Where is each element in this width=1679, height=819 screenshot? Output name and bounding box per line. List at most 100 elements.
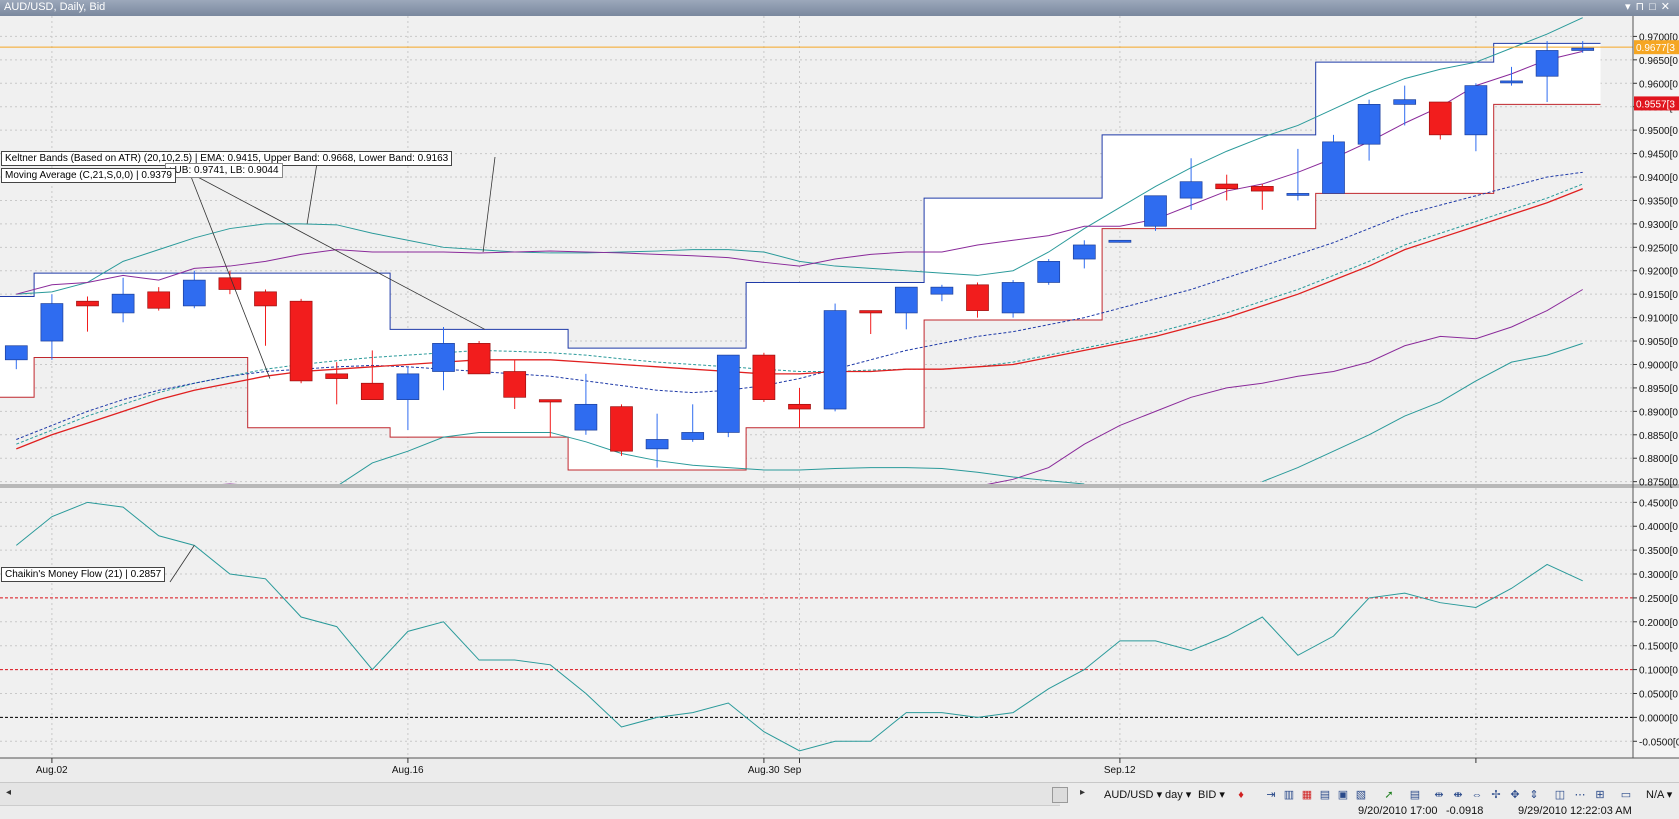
candles[interactable] (4, 41, 1595, 468)
candle[interactable] (788, 387, 811, 428)
candle[interactable] (1001, 280, 1025, 318)
chart-candles-icon[interactable]: ▦ (1301, 789, 1313, 801)
price-tick-label: 0.9250[0 (1639, 243, 1678, 254)
candle[interactable] (752, 352, 776, 402)
crosshair-icon[interactable]: ✢ (1491, 789, 1501, 801)
candle[interactable] (325, 362, 349, 405)
candle[interactable] (1393, 85, 1417, 126)
side-label: BID (1198, 789, 1217, 801)
candle[interactable] (1535, 41, 1559, 103)
candle[interactable] (1357, 99, 1381, 161)
candle[interactable] (40, 294, 64, 360)
horizontal-scrollbar[interactable]: ◂ ▸ (0, 783, 1085, 806)
candle[interactable] (1144, 195, 1167, 231)
candle[interactable] (966, 282, 989, 318)
candle[interactable] (823, 303, 847, 412)
bear-candle-body (1428, 101, 1452, 136)
pane-splitter[interactable] (0, 484, 1679, 488)
candle[interactable] (147, 287, 171, 311)
candle[interactable] (681, 404, 705, 442)
chart-settings-icon[interactable]: ▭ (1620, 789, 1632, 801)
chart-bars-icon[interactable]: ▥ (1283, 789, 1295, 801)
candle-type-icon[interactable]: ♦ (1238, 789, 1244, 801)
keltner-teal-upper-line (16, 17, 1583, 295)
chaikin-money-flow-pane (0, 501, 1633, 752)
candle[interactable] (859, 310, 883, 335)
indicator-icon[interactable]: ▣ (1337, 789, 1349, 801)
candle[interactable] (538, 399, 562, 438)
restore-icon[interactable]: □ (1649, 1, 1661, 13)
candle[interactable] (1286, 148, 1310, 201)
candle[interactable] (1215, 174, 1239, 201)
price-tick-label: 0.8900[0 (1639, 407, 1678, 418)
pin-icon[interactable]: ⊓ (1635, 1, 1650, 13)
grid-toggle-icon[interactable]: ⊞ (1595, 789, 1605, 801)
ma-legend[interactable]: Moving Average (C,21,S,0,0) | 0.9379 (1, 168, 176, 183)
bear-candle-body (218, 277, 242, 290)
candle[interactable] (4, 345, 28, 370)
template-icon[interactable]: ▤ (1409, 789, 1421, 801)
scroll-thumb[interactable] (1052, 787, 1068, 803)
candle[interactable] (1108, 239, 1132, 243)
close-icon[interactable]: ✕ (1660, 1, 1675, 13)
layout-icon[interactable]: ◫ (1554, 789, 1566, 801)
minimize-icon[interactable]: ▾ (1625, 1, 1636, 13)
zoom-out-icon[interactable]: ⇼ (1453, 789, 1463, 801)
bear-candle-body (360, 382, 384, 400)
period-dropdown[interactable]: day ▾ (1165, 789, 1192, 801)
candle[interactable] (1322, 134, 1345, 194)
price-tick-label: 0.9200[0 (1639, 267, 1678, 278)
callout-leader-line (159, 156, 485, 330)
candle[interactable] (467, 341, 491, 375)
candle[interactable] (1250, 184, 1274, 210)
candle[interactable] (610, 404, 633, 456)
candle[interactable] (1464, 83, 1488, 152)
fit-icon[interactable]: ⇔ (1471, 789, 1483, 801)
instrument-dropdown[interactable]: AUD/USD ▾ (1104, 789, 1163, 801)
candle[interactable] (432, 326, 455, 391)
candle[interactable] (76, 296, 99, 332)
candle[interactable] (111, 277, 135, 323)
candle[interactable] (360, 350, 384, 400)
scroll-left-icon[interactable]: ◂ (6, 787, 12, 798)
callout-leader-line (482, 156, 496, 253)
autoscroll-icon[interactable]: ⇥ (1266, 789, 1276, 801)
window-controls[interactable]: ▾⊓□✕ (1625, 0, 1675, 13)
candle[interactable] (218, 270, 242, 295)
candle[interactable] (645, 413, 669, 468)
cmf-legend[interactable]: Chaikin's Money Flow (21) | 0.2857 (1, 567, 166, 582)
candle[interactable] (289, 298, 313, 384)
side-dropdown[interactable]: BID ▾ (1198, 789, 1225, 801)
candle[interactable] (1072, 240, 1096, 269)
candle[interactable] (894, 286, 918, 330)
cursor-icon[interactable]: ➚ (1384, 789, 1394, 801)
chart-line-icon[interactable]: ▤ (1319, 789, 1331, 801)
lower-purple-line (986, 289, 1583, 484)
status-toolbar: ◂ ▸ AUD/USD ▾ day ▾ BID ▾ ♦ ⇥ ▥ ▦ ▤ ▣ ▧ … (0, 782, 1679, 819)
candle[interactable] (930, 284, 954, 302)
na-dropdown[interactable]: N/A ▾ (1646, 789, 1673, 801)
candle[interactable] (503, 359, 527, 410)
candle[interactable] (1571, 41, 1595, 53)
chart-canvas[interactable]: 0.9700[00.9650[00.9600[00.9550[00.9500[0… (0, 16, 1679, 782)
cmf-tick-label: 0.0500[0 (1639, 689, 1678, 700)
bull-candle-body (1179, 181, 1203, 199)
candle[interactable] (1428, 101, 1452, 140)
candle[interactable] (1500, 66, 1523, 86)
move-icon[interactable]: ✥ (1510, 789, 1520, 801)
spread-icon[interactable]: ⋯ (1574, 789, 1586, 801)
split-icon[interactable]: ⇕ (1529, 789, 1539, 801)
bear-candle-body (325, 373, 349, 379)
zoom-in-icon[interactable]: ⇹ (1434, 789, 1444, 801)
candle[interactable] (1179, 158, 1203, 210)
candle[interactable] (396, 366, 420, 431)
candle[interactable] (254, 289, 277, 346)
price-tick-label: 0.8950[0 (1639, 384, 1678, 395)
candle[interactable] (1037, 259, 1061, 285)
scroll-right-icon[interactable]: ▸ (1080, 787, 1086, 798)
candle[interactable] (182, 270, 206, 309)
time-tick-label: Aug.02 (36, 765, 68, 776)
properties-icon[interactable]: ▧ (1355, 789, 1367, 801)
candle[interactable] (716, 354, 740, 438)
candle[interactable] (574, 373, 598, 435)
